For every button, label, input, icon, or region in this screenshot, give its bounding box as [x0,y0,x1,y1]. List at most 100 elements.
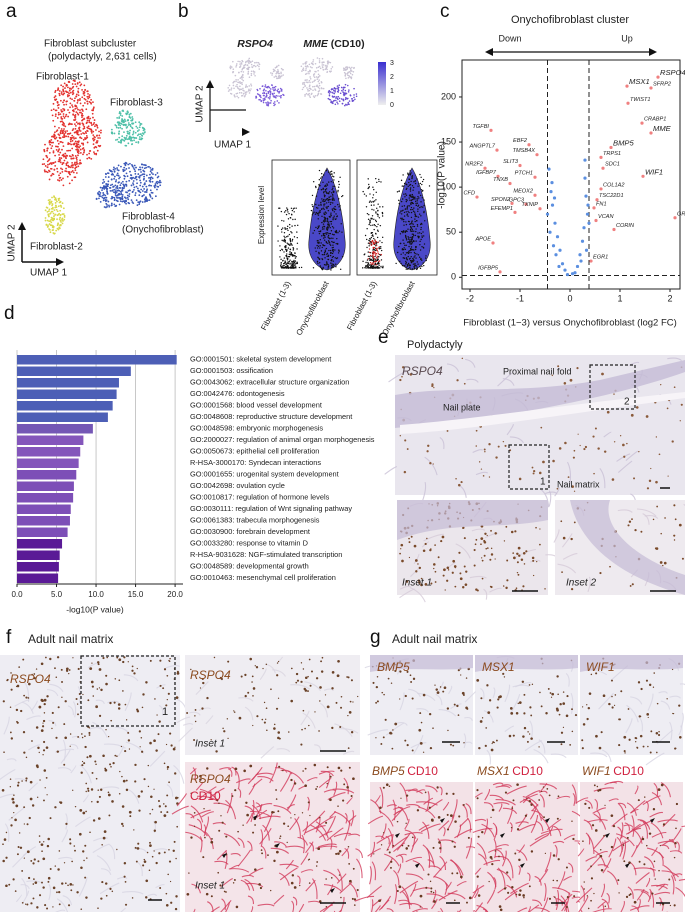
cell-dot [83,117,85,120]
stained-cell [140,737,143,739]
cell-dot [305,69,307,72]
stained-cell [55,736,58,739]
cell-dot [48,220,51,223]
cell-dot [304,73,307,76]
cell-dot [80,111,82,114]
cell-dot [45,155,48,157]
cell-dot [69,149,72,152]
stained-cell [439,686,442,688]
cell-dot [138,175,141,177]
cell-dot [54,164,57,167]
cell-dot [323,263,326,266]
cell-dot [67,164,70,167]
cell-dot [335,229,338,232]
cell-dot [242,66,245,68]
stained-cell [92,819,96,822]
cell-dot [149,176,152,179]
stained-cell [503,540,506,542]
cell-dot [273,86,276,89]
cell-dot [309,87,312,90]
stained-cell [42,886,45,889]
cell-dot [62,124,65,127]
cell-dot [54,198,57,201]
cell-dot [59,120,62,123]
stained-cell [165,892,168,895]
cell-dot [292,261,294,264]
stained-cell [205,892,209,896]
cell-dot [353,87,355,90]
stained-cell [64,882,67,885]
stained-cell [337,805,339,807]
cell-dot [239,88,242,91]
cell-dot [248,76,251,78]
cell-dot [370,204,373,206]
point [550,181,554,185]
cell-dot [374,241,377,243]
stained-cell [330,877,333,879]
cell-dot [270,99,272,102]
cell-dot [304,79,307,81]
cell-dot [60,91,63,93]
cell-dot [102,185,105,187]
cell-dot [405,268,407,270]
cell-dot [286,253,288,255]
cell-dot [422,247,425,249]
stained-cell [301,812,304,814]
cell-dot [301,88,304,91]
cell-dot [309,77,312,80]
stained-cell [399,378,402,382]
cell-dot [422,235,425,237]
cell-dot [275,72,278,75]
cell-dot [54,89,57,92]
cell-dot [371,259,373,262]
cell-dot [291,225,293,227]
cell-dot [121,197,124,200]
cell-dot [46,149,49,152]
stained-cell [245,801,248,804]
cell-dot [294,218,296,221]
cell-dot [342,99,345,102]
cell-dot [291,238,294,241]
cell-dot [96,192,99,195]
cell-dot [114,167,117,170]
cell-dot [351,100,354,102]
stained-cell [23,823,25,825]
cell-dot [154,173,157,176]
stained-cell [153,788,155,790]
cell-dot [135,137,138,139]
cell-dot [281,248,283,251]
stained-cell [91,771,94,774]
stained-cell [401,559,404,563]
stained-cell [92,695,95,697]
cell-dot [76,145,79,148]
cell-dot [113,132,116,135]
cell-dot [337,98,339,101]
cell-dot [254,74,256,77]
stained-cell [38,841,41,843]
cell-dot [128,136,131,139]
category-label: R-HSA-9031628: NGF-stimulated transcript… [190,550,342,559]
stained-cell [116,848,118,851]
cell-dot [329,249,332,252]
cell-dot [417,185,419,187]
stained-cell [252,724,254,727]
cell-dot [338,180,340,183]
stained-cell [422,693,426,697]
cell-dot [324,190,327,192]
stained-cell [673,386,676,389]
cell-dot [265,101,267,104]
cell-dot [406,265,409,267]
stained-cell [97,907,99,909]
cell-dot [332,202,334,204]
cell-dot [322,268,324,270]
stained-cell [106,656,109,659]
cell-dot [286,225,289,228]
cell-dot [48,178,51,181]
cell-dot [57,103,60,106]
point [527,143,531,147]
cell-dot [86,95,89,98]
cell-dot [64,115,67,118]
stained-cell [418,728,422,732]
cell-dot [344,74,347,77]
stained-cell [309,684,312,687]
